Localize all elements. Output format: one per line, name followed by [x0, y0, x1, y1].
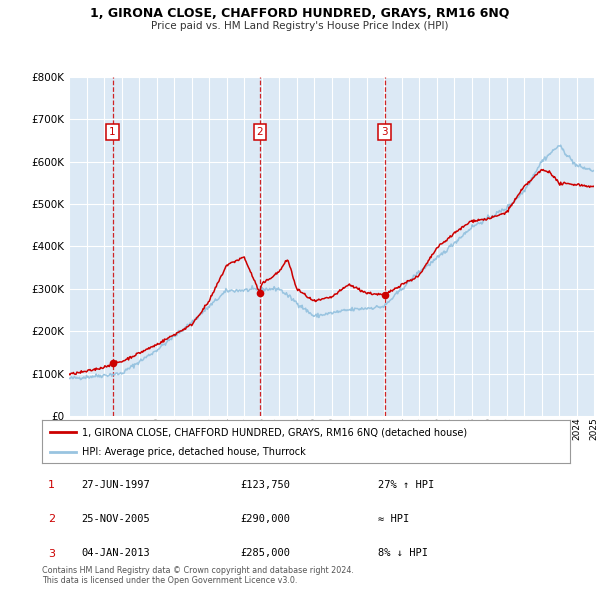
Text: 3: 3 [381, 127, 388, 137]
Text: 27-JUN-1997: 27-JUN-1997 [81, 480, 150, 490]
Text: 2: 2 [48, 514, 55, 525]
Text: ≈ HPI: ≈ HPI [378, 514, 409, 524]
Text: 25-NOV-2005: 25-NOV-2005 [81, 514, 150, 524]
Text: Price paid vs. HM Land Registry's House Price Index (HPI): Price paid vs. HM Land Registry's House … [151, 21, 449, 31]
Text: 2: 2 [256, 127, 263, 137]
Text: £123,750: £123,750 [240, 480, 290, 490]
Text: 1: 1 [109, 127, 116, 137]
Text: 04-JAN-2013: 04-JAN-2013 [81, 548, 150, 558]
Text: 27% ↑ HPI: 27% ↑ HPI [378, 480, 434, 490]
Text: 3: 3 [48, 549, 55, 559]
Text: £290,000: £290,000 [240, 514, 290, 524]
Text: HPI: Average price, detached house, Thurrock: HPI: Average price, detached house, Thur… [82, 447, 305, 457]
Text: 1, GIRONA CLOSE, CHAFFORD HUNDRED, GRAYS, RM16 6NQ: 1, GIRONA CLOSE, CHAFFORD HUNDRED, GRAYS… [91, 7, 509, 20]
Text: 1: 1 [48, 480, 55, 490]
Text: Contains HM Land Registry data © Crown copyright and database right 2024.
This d: Contains HM Land Registry data © Crown c… [42, 566, 354, 585]
Text: 8% ↓ HPI: 8% ↓ HPI [378, 548, 428, 558]
Text: 1, GIRONA CLOSE, CHAFFORD HUNDRED, GRAYS, RM16 6NQ (detached house): 1, GIRONA CLOSE, CHAFFORD HUNDRED, GRAYS… [82, 427, 467, 437]
Text: £285,000: £285,000 [240, 548, 290, 558]
